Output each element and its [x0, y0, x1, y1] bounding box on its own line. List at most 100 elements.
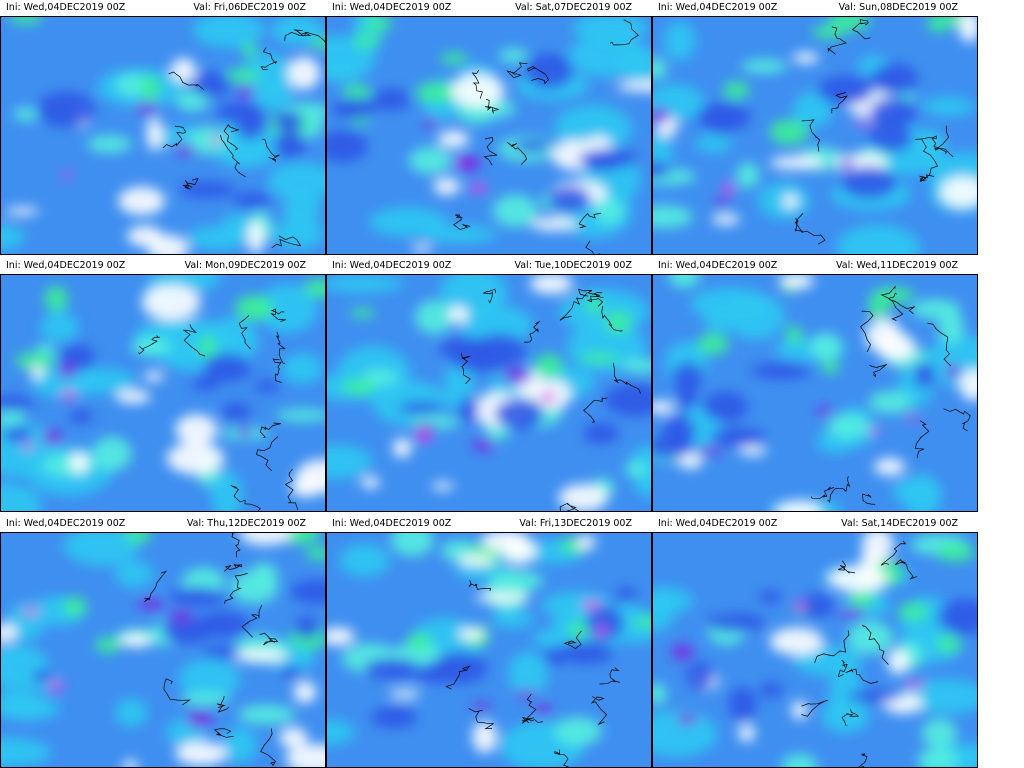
field-blob: [620, 358, 651, 374]
field-blob: [539, 392, 557, 403]
field-blob: [282, 533, 320, 545]
coastline: [453, 214, 471, 230]
field-blob: [141, 284, 201, 321]
field-blob: [327, 130, 369, 163]
coastline: [858, 753, 868, 767]
field-blob: [869, 97, 918, 128]
forecast-map: [0, 274, 326, 512]
ini-label: Ini: Wed,04DEC2019 00Z: [6, 2, 126, 13]
field-blob: [738, 724, 756, 742]
coastline: [526, 65, 549, 85]
field-blob: [87, 135, 132, 153]
field-blob: [308, 37, 325, 50]
forecast-map: [652, 532, 978, 768]
field-blob: [605, 310, 632, 334]
precip-field: [1, 275, 325, 511]
field-blob: [791, 701, 808, 720]
panel-header: Ini: Wed,04DEC2019 00Z Val: Sat,07DEC2019…: [326, 0, 652, 16]
ini-label: Ini: Wed,04DEC2019 00Z: [658, 518, 778, 529]
forecast-map: [326, 532, 652, 768]
coastline: [559, 502, 580, 511]
field-blob: [169, 587, 226, 607]
field-blob: [624, 461, 647, 477]
coastline: [138, 335, 161, 355]
field-blob: [793, 91, 833, 128]
field-blob: [653, 205, 693, 228]
field-blob: [759, 589, 782, 604]
field-blob: [175, 90, 209, 112]
field-blob: [1, 407, 26, 426]
coastline: [794, 217, 826, 245]
field-blob: [778, 275, 814, 289]
field-blob: [812, 25, 845, 39]
field-blob: [653, 132, 673, 170]
field-blob: [783, 194, 798, 209]
field-blob: [193, 17, 265, 48]
field-blob: [210, 470, 243, 511]
val-label: Val: Sat,07DEC2019 00Z: [515, 2, 632, 13]
coastline: [851, 19, 871, 40]
field-blob: [63, 533, 140, 566]
coastline: [238, 315, 251, 350]
field-blob: [1, 623, 17, 643]
field-blob: [775, 500, 822, 511]
field-blob: [449, 305, 469, 324]
ini-label: Ini: Wed,04DEC2019 00Z: [332, 260, 452, 271]
val-label: Val: Tue,10DEC2019 00Z: [514, 260, 632, 271]
field-blob: [279, 665, 302, 679]
field-blob: [44, 285, 68, 312]
field-blob: [115, 698, 148, 727]
field-blob: [431, 482, 455, 491]
field-blob: [414, 423, 439, 432]
coastline: [914, 420, 930, 459]
field-blob: [572, 17, 649, 43]
field-blob: [543, 647, 565, 666]
field-blob: [892, 478, 940, 505]
field-blob: [903, 680, 924, 689]
field-blob: [458, 627, 486, 640]
coastline: [559, 292, 588, 321]
map-panel: Ini: Wed,04DEC2019 00Z Val: Fri,06DEC2019…: [0, 0, 326, 255]
forecast-map: [326, 16, 652, 255]
coastline: [260, 728, 276, 767]
field-blob: [498, 48, 528, 64]
field-blob: [433, 177, 461, 195]
field-blob: [5, 207, 40, 216]
field-blob: [922, 96, 975, 116]
field-blob: [887, 649, 909, 675]
field-blob: [352, 34, 381, 48]
field-blob: [581, 600, 602, 610]
field-blob: [1, 483, 42, 511]
coastline: [284, 29, 312, 41]
field-blob: [137, 599, 165, 611]
val-label: Val: Fri,06DEC2019 00Z: [193, 2, 306, 13]
panel-header: Ini: Wed,04DEC2019 00Z Val: Tue,10DEC2019…: [326, 258, 652, 274]
field-blob: [471, 702, 492, 711]
field-blob: [703, 305, 736, 333]
field-blob: [741, 59, 787, 74]
field-blob: [22, 608, 40, 615]
field-blob: [759, 682, 784, 698]
coastline: [259, 632, 279, 646]
coastline: [563, 630, 582, 650]
field-blob: [668, 275, 700, 288]
field-blob: [820, 360, 840, 374]
field-blob: [267, 162, 325, 201]
field-blob: [115, 389, 151, 404]
field-blob: [868, 391, 913, 414]
coastline: [609, 19, 639, 46]
field-blob: [709, 427, 766, 447]
field-blob: [31, 669, 55, 683]
field-blob: [728, 687, 757, 722]
field-blob: [491, 609, 534, 629]
field-blob: [852, 119, 873, 126]
field-blob: [840, 166, 898, 199]
field-blob: [9, 17, 43, 24]
field-blob: [131, 337, 171, 357]
field-blob: [247, 220, 265, 254]
field-blob: [127, 225, 163, 247]
field-blob: [290, 579, 325, 604]
field-blob: [69, 451, 89, 474]
field-blob: [861, 533, 894, 563]
coastline: [230, 485, 261, 511]
